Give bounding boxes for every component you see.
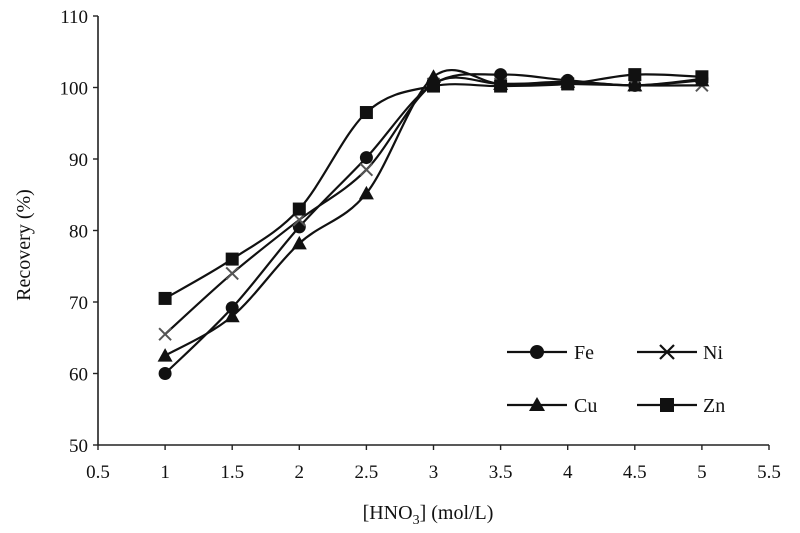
x-axis-title-tail: ] (mol/L): [420, 502, 494, 524]
x-ticks: 0.5 1 1.5 2 2.5 3 3.5 4 4.5 5 5.5: [86, 445, 781, 483]
series-ni: [158, 76, 709, 341]
legend-ni-label: Ni: [703, 342, 723, 364]
series-fe: [158, 68, 709, 380]
point-fe: [494, 68, 508, 82]
y-tick-label: 110: [60, 7, 88, 28]
legend-zn-label: Zn: [703, 395, 725, 417]
x-axis-title-main: [HNO: [363, 502, 413, 524]
x-tick-label: 1.5: [220, 462, 244, 483]
point-cu: [627, 77, 643, 92]
x-tick-label: 2: [295, 462, 305, 483]
y-ticks: 50 60 70 80 90 100 110: [60, 7, 98, 457]
series-ni-line: [164, 76, 702, 336]
legend-ni-marker: [659, 344, 675, 360]
y-tick-label: 80: [69, 222, 88, 243]
x-tick-label: 2.5: [355, 462, 379, 483]
legend-fe-label: Fe: [574, 342, 594, 364]
point-zn: [292, 202, 306, 216]
legend-cu-marker: [529, 397, 545, 411]
point-cu: [291, 235, 307, 250]
legend-zn-marker: [660, 398, 674, 412]
y-tick-label: 50: [69, 436, 88, 457]
point-fe: [158, 367, 172, 380]
x-tick-label: 1: [160, 462, 170, 483]
point-cu: [224, 308, 240, 323]
y-tick-label: 100: [60, 79, 89, 100]
point-ni: [359, 163, 374, 177]
x-tick-label: 3.5: [489, 462, 513, 483]
point-cu: [157, 348, 173, 362]
point-zn: [359, 106, 373, 120]
point-ni: [225, 266, 239, 281]
legend-fe-marker: [530, 345, 544, 359]
y-tick-label: 70: [69, 293, 88, 314]
legend-cu-label: Cu: [574, 395, 597, 417]
y-axis-title: Recovery (%): [13, 189, 35, 301]
point-fe: [359, 151, 373, 165]
y-tick-label: 90: [69, 150, 88, 171]
point-zn: [427, 79, 440, 93]
x-tick-label: 3: [429, 462, 439, 483]
legend-item-ni: Ni: [637, 342, 723, 364]
legend-item-zn: Zn: [637, 395, 725, 417]
point-zn: [494, 79, 508, 93]
series-cu-line: [164, 69, 702, 357]
x-tick-label: 0.5: [86, 462, 110, 483]
point-fe: [225, 301, 239, 315]
point-zn: [695, 70, 709, 84]
series-zn: [158, 68, 709, 305]
x-axis-title-subscript: 3: [413, 513, 420, 528]
legend: Fe Ni Cu Zn: [507, 342, 725, 417]
point-zn: [628, 68, 642, 82]
y-tick-label: 60: [69, 365, 88, 386]
point-zn: [158, 291, 172, 305]
series-cu: [157, 69, 710, 362]
x-tick-label: 5: [697, 462, 707, 483]
point-cu: [426, 69, 441, 83]
legend-item-cu: Cu: [507, 395, 597, 417]
series-fe-line: [164, 73, 703, 375]
series-zn-line: [164, 73, 702, 300]
x-tick-label: 4.5: [623, 462, 647, 483]
point-ni: [158, 327, 172, 341]
x-axis-title: [HNO3] (mol/L): [363, 502, 494, 528]
point-ni: [292, 213, 307, 227]
series-layer: [157, 68, 710, 380]
point-cu: [358, 185, 374, 200]
x-tick-label: 5.5: [757, 462, 781, 483]
point-zn: [561, 77, 575, 91]
legend-item-fe: Fe: [507, 342, 594, 364]
x-tick-label: 4: [563, 462, 573, 483]
point-zn: [225, 252, 239, 266]
